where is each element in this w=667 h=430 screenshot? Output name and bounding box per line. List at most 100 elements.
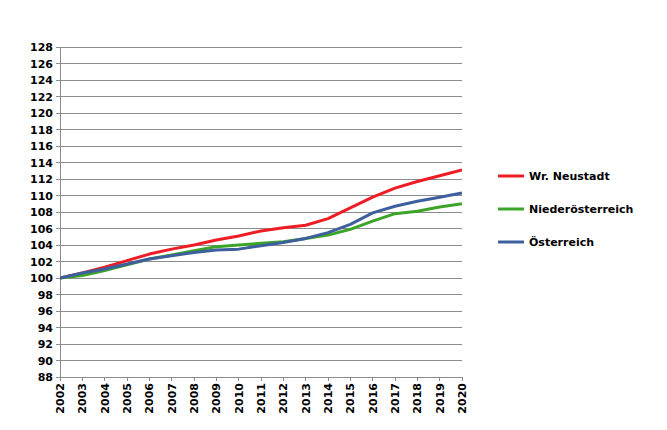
y-tick xyxy=(56,129,60,130)
x-tick-label: 2006 xyxy=(143,383,156,414)
x-tick xyxy=(216,377,217,381)
x-tick xyxy=(194,377,195,381)
x-tick xyxy=(372,377,373,381)
y-tick-label: 112 xyxy=(30,173,53,186)
legend-label: Österreich xyxy=(529,235,594,249)
legend-swatch xyxy=(498,208,524,211)
legend-label: Niederösterreich xyxy=(529,203,633,216)
y-tick-label: 128 xyxy=(30,41,53,54)
y-tick-label: 108 xyxy=(30,206,53,219)
x-tick-label: 2013 xyxy=(300,383,313,414)
y-tick xyxy=(56,63,60,64)
grid-line xyxy=(60,360,462,361)
y-tick xyxy=(56,195,60,196)
legend-swatch xyxy=(498,175,524,178)
y-tick-label: 106 xyxy=(30,223,53,236)
y-tick-label: 122 xyxy=(30,91,53,104)
x-tick xyxy=(60,377,61,381)
y-tick-label: 88 xyxy=(38,371,53,384)
x-tick-label: 2003 xyxy=(76,383,89,414)
grid-line xyxy=(60,294,462,295)
y-tick xyxy=(56,96,60,97)
x-tick xyxy=(417,377,418,381)
x-tick xyxy=(283,377,284,381)
y-tick xyxy=(56,278,60,279)
y-tick xyxy=(56,113,60,114)
y-tick-label: 124 xyxy=(30,74,53,87)
y-tick xyxy=(56,146,60,147)
x-tick xyxy=(82,377,83,381)
y-tick xyxy=(56,245,60,246)
y-tick xyxy=(56,212,60,213)
x-tick xyxy=(238,377,239,381)
x-tick xyxy=(328,377,329,381)
y-tick xyxy=(56,311,60,312)
grid-line xyxy=(60,327,462,328)
y-axis xyxy=(60,47,61,377)
y-tick-label: 96 xyxy=(38,305,54,318)
y-tick-label: 98 xyxy=(38,289,53,302)
grid-line xyxy=(60,278,462,279)
y-tick xyxy=(56,377,60,378)
x-tick-label: 2010 xyxy=(233,383,246,414)
grid-line xyxy=(60,80,462,81)
plot-area xyxy=(60,170,462,278)
y-tick-label: 114 xyxy=(30,157,53,170)
grid-line xyxy=(60,47,462,48)
y-tick-label: 92 xyxy=(38,338,53,351)
x-tick xyxy=(149,377,150,381)
grid-line xyxy=(60,162,462,163)
y-tick xyxy=(56,228,60,229)
grid-line xyxy=(60,344,462,345)
x-tick xyxy=(171,377,172,381)
x-tick-label: 2004 xyxy=(99,383,112,414)
x-tick-label: 2012 xyxy=(277,383,290,414)
x-tick-label: 2011 xyxy=(255,383,268,414)
grid-line xyxy=(60,228,462,229)
x-tick-label: 2009 xyxy=(210,383,223,414)
x-tick xyxy=(395,377,396,381)
x-tick xyxy=(305,377,306,381)
grid-line xyxy=(60,129,462,130)
x-tick xyxy=(350,377,351,381)
y-tick xyxy=(56,47,60,48)
y-tick-label: 110 xyxy=(30,190,53,203)
x-tick-label: 2017 xyxy=(389,383,402,414)
y-tick-label: 94 xyxy=(38,322,54,335)
x-tick xyxy=(127,377,128,381)
y-tick xyxy=(56,360,60,361)
x-tick-label: 2002 xyxy=(54,383,67,414)
y-tick xyxy=(56,179,60,180)
grid-line xyxy=(60,96,462,97)
y-tick xyxy=(56,327,60,328)
y-tick xyxy=(56,294,60,295)
grid-line xyxy=(60,113,462,114)
x-tick xyxy=(104,377,105,381)
y-tick-label: 104 xyxy=(30,239,53,252)
x-tick-label: 2019 xyxy=(434,383,447,414)
legend-swatch xyxy=(498,241,524,244)
chart: 8890929496981001021041061081101121141161… xyxy=(0,0,667,430)
y-tick-label: 126 xyxy=(30,58,53,71)
y-tick xyxy=(56,344,60,345)
x-tick-label: 2015 xyxy=(344,383,357,414)
grid-line xyxy=(60,63,462,64)
y-tick xyxy=(56,162,60,163)
x-tick-label: 2016 xyxy=(367,383,380,414)
x-tick-label: 2018 xyxy=(411,383,424,414)
x-tick xyxy=(261,377,262,381)
x-tick-label: 2014 xyxy=(322,383,335,414)
grid-line xyxy=(60,146,462,147)
x-tick-label: 2020 xyxy=(456,383,469,414)
legend-label: Wr. Neustadt xyxy=(529,170,610,183)
grid-line xyxy=(60,179,462,180)
series-line xyxy=(60,170,462,278)
grid-line xyxy=(60,195,462,196)
x-tick-label: 2007 xyxy=(166,383,179,414)
y-tick-label: 90 xyxy=(38,355,54,368)
x-tick xyxy=(462,377,463,381)
x-tick xyxy=(439,377,440,381)
x-tick-label: 2008 xyxy=(188,383,201,414)
y-tick-label: 116 xyxy=(30,140,53,153)
series-line xyxy=(60,193,462,278)
